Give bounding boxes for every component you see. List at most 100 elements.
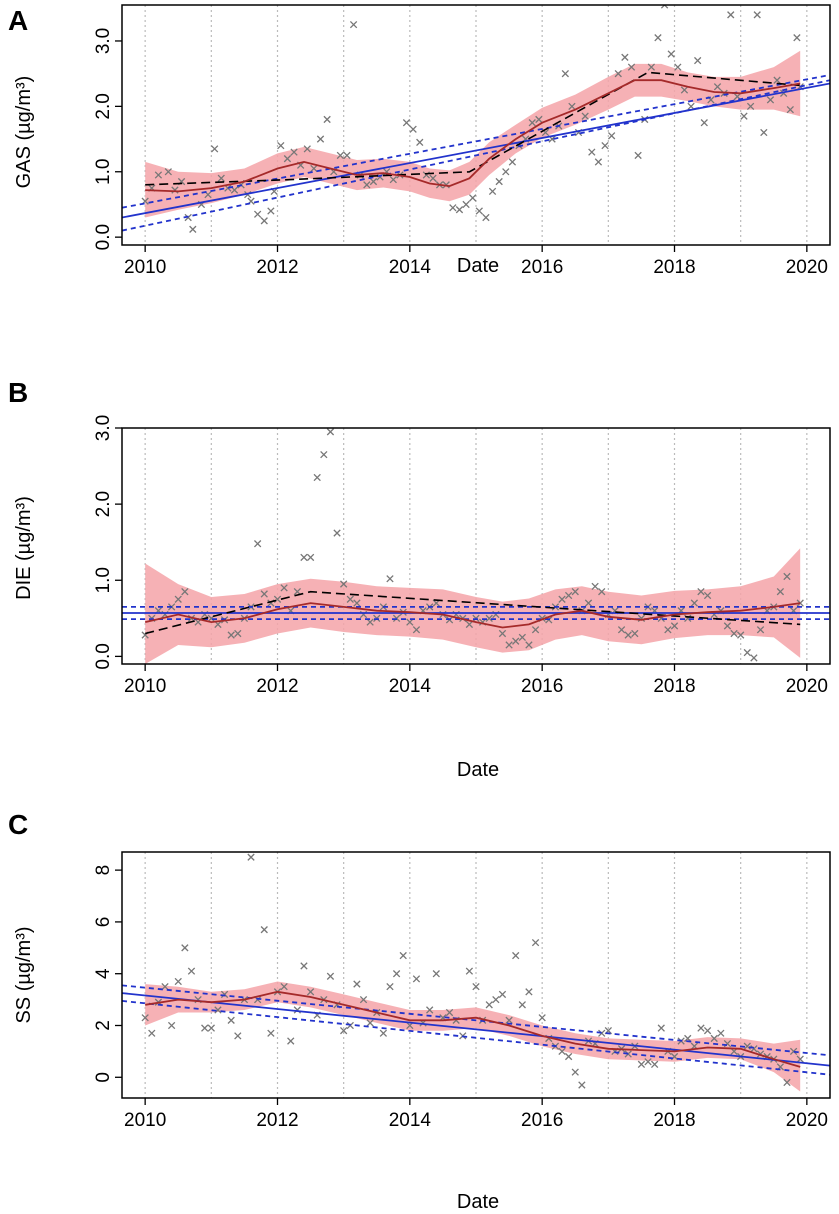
data-point — [697, 1024, 705, 1032]
x-tick-label: 2018 — [653, 257, 695, 278]
data-point — [485, 1001, 493, 1009]
data-point — [343, 151, 351, 160]
plot-content — [122, 853, 830, 1092]
x-tick-label: 2012 — [256, 1110, 298, 1131]
x-tick-label: 2012 — [256, 676, 298, 697]
data-point — [495, 177, 503, 186]
data-point — [181, 944, 189, 952]
data-point — [766, 96, 775, 104]
data-point — [303, 145, 311, 153]
data-point — [498, 629, 507, 638]
data-point — [528, 119, 536, 127]
y-tick-label: 0 — [93, 1072, 114, 1083]
data-point — [227, 1016, 235, 1024]
data-point — [694, 56, 702, 65]
data-point — [624, 631, 632, 639]
data-point — [210, 145, 219, 153]
data-point — [753, 11, 761, 19]
data-point — [189, 225, 197, 233]
data-point — [571, 588, 579, 596]
x-axis-label: Date — [457, 1191, 499, 1213]
data-point — [416, 138, 424, 146]
data-point — [349, 20, 358, 29]
data-point — [161, 982, 169, 991]
data-point — [740, 112, 748, 120]
data-point — [512, 951, 520, 960]
data-point — [756, 626, 765, 634]
data-point — [326, 972, 335, 980]
data-point — [667, 50, 675, 58]
plot-content — [122, 5, 830, 233]
data-point — [201, 1024, 209, 1032]
data-point — [657, 1024, 665, 1032]
piecewise-trend-line — [145, 71, 801, 186]
data-point — [359, 995, 368, 1004]
data-point — [280, 982, 288, 991]
data-point — [485, 614, 493, 622]
panel-a: A 2010 2012 2014 2016 2018 2020 0.0 1.0 2.0 3.0 D… — [8, 4, 831, 278]
data-point — [482, 213, 490, 222]
plot-area: 2010 2012 2014 2016 2018 2020 0.0 1.0 2.0 3.0 — [93, 4, 831, 278]
panel-letter: A — [8, 5, 28, 36]
y-tick-label: 0.0 — [93, 224, 114, 250]
y-tick-label: 6 — [93, 917, 114, 928]
data-point — [369, 177, 378, 186]
linear-ci-lower — [122, 1000, 830, 1076]
data-point — [379, 1029, 388, 1037]
data-point — [564, 1052, 573, 1061]
data-point — [581, 112, 589, 120]
data-point — [449, 204, 457, 212]
data-point — [710, 1034, 718, 1043]
data-point — [412, 975, 421, 983]
plot-frame — [121, 427, 831, 665]
y-tick-label: 4 — [93, 968, 114, 979]
x-tick-label: 2020 — [786, 1110, 828, 1131]
data-point — [290, 148, 298, 156]
data-point — [472, 982, 480, 991]
data-point — [316, 135, 325, 143]
data-point — [531, 626, 540, 634]
y-tick-label: 3.0 — [93, 28, 114, 54]
data-point — [323, 115, 331, 124]
linear-fit-line — [122, 82, 830, 219]
data-point — [465, 967, 474, 975]
data-point — [267, 207, 275, 215]
data-point — [445, 1008, 454, 1017]
data-point — [654, 34, 662, 42]
data-point — [647, 63, 656, 71]
data-point — [670, 622, 679, 630]
data-point — [488, 187, 497, 196]
data-point — [432, 970, 440, 978]
x-axis-label: Date — [457, 255, 499, 277]
data-point — [260, 926, 268, 934]
y-tick-label: 1.0 — [93, 159, 114, 185]
data-point — [187, 967, 196, 975]
data-point — [340, 580, 348, 588]
panel-c: C 2010 2012 2014 2016 2018 2020 0 2 4 6 8 Date SS … — [8, 809, 831, 1213]
data-point — [300, 553, 308, 562]
data-point — [644, 1058, 652, 1066]
data-point — [750, 654, 758, 662]
data-point — [207, 1024, 215, 1032]
data-point — [558, 595, 566, 603]
data-point — [253, 540, 262, 548]
data-point — [366, 1019, 374, 1027]
x-tick-label: 2012 — [256, 257, 298, 278]
x-tick-label: 2010 — [124, 1110, 166, 1131]
data-point — [310, 164, 318, 173]
linear-fit-line — [122, 992, 830, 1067]
data-point — [184, 213, 192, 222]
data-point — [594, 158, 603, 166]
data-point — [181, 588, 189, 596]
data-point — [674, 63, 682, 71]
x-tick-label: 2016 — [521, 676, 563, 697]
data-point — [277, 141, 285, 150]
data-point — [558, 1047, 566, 1056]
x-tick-label: 2014 — [389, 1110, 432, 1131]
data-point — [462, 200, 470, 209]
plot-frame — [121, 851, 831, 1099]
data-point — [389, 175, 397, 184]
data-point — [631, 629, 639, 638]
data-point — [498, 990, 507, 999]
data-point — [386, 575, 394, 583]
